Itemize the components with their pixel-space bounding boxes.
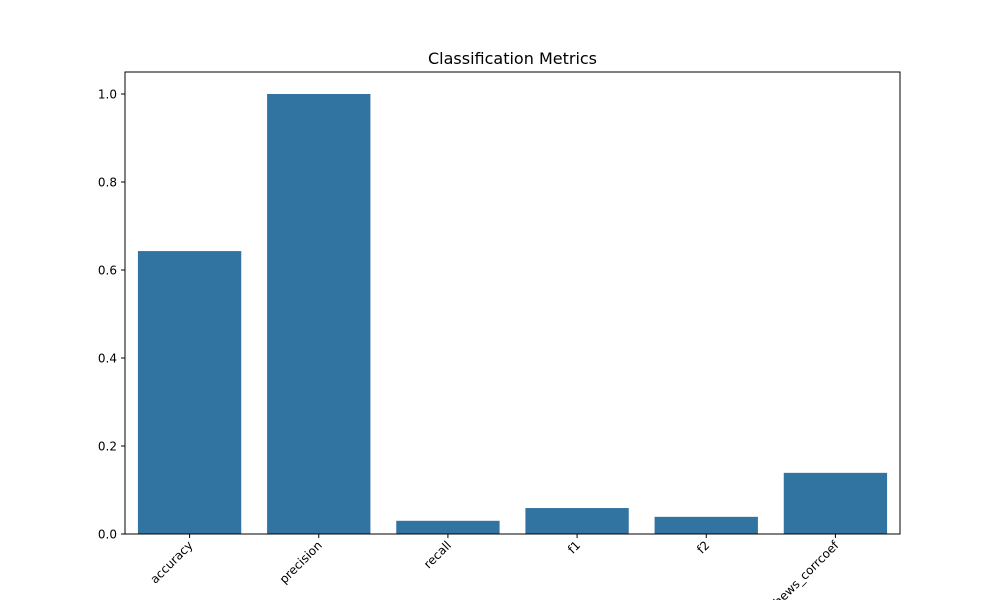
x-tick-label-f2: f2 — [694, 538, 712, 556]
x-tick-label-recall: recall — [421, 538, 454, 571]
x-tick-label-accuracy: accuracy — [148, 538, 196, 586]
y-ticks: 0.0 0.2 0.4 0.6 0.8 1.0 — [98, 88, 125, 542]
bar-recall — [396, 520, 500, 534]
bar-precision — [267, 94, 371, 534]
y-tick-label: 1.0 — [98, 88, 117, 102]
bar-f2 — [654, 516, 758, 534]
chart-title: Classification Metrics — [428, 49, 597, 68]
x-tick-label-matthews-corrcoef: matthews_corrcoef — [751, 538, 842, 600]
bar-f1 — [525, 508, 629, 534]
y-tick-label: 0.4 — [98, 352, 117, 366]
bar-accuracy — [137, 251, 242, 534]
y-tick-label: 0.0 — [98, 528, 117, 542]
y-tick-label: 0.6 — [98, 264, 117, 278]
x-tick-label-precision: precision — [277, 538, 325, 586]
axes-frame — [124, 71, 901, 535]
x-tick-label-f1: f1 — [565, 538, 583, 556]
x-ticks: accuracy precision recall f1 f2 matthews_corr… — [148, 534, 842, 600]
bars-layer — [137, 94, 888, 534]
bar-matthews-corrcoef — [783, 472, 888, 534]
y-tick-label: 0.2 — [98, 440, 117, 454]
axes-layer — [124, 71, 901, 535]
y-tick-label: 0.8 — [98, 176, 117, 190]
